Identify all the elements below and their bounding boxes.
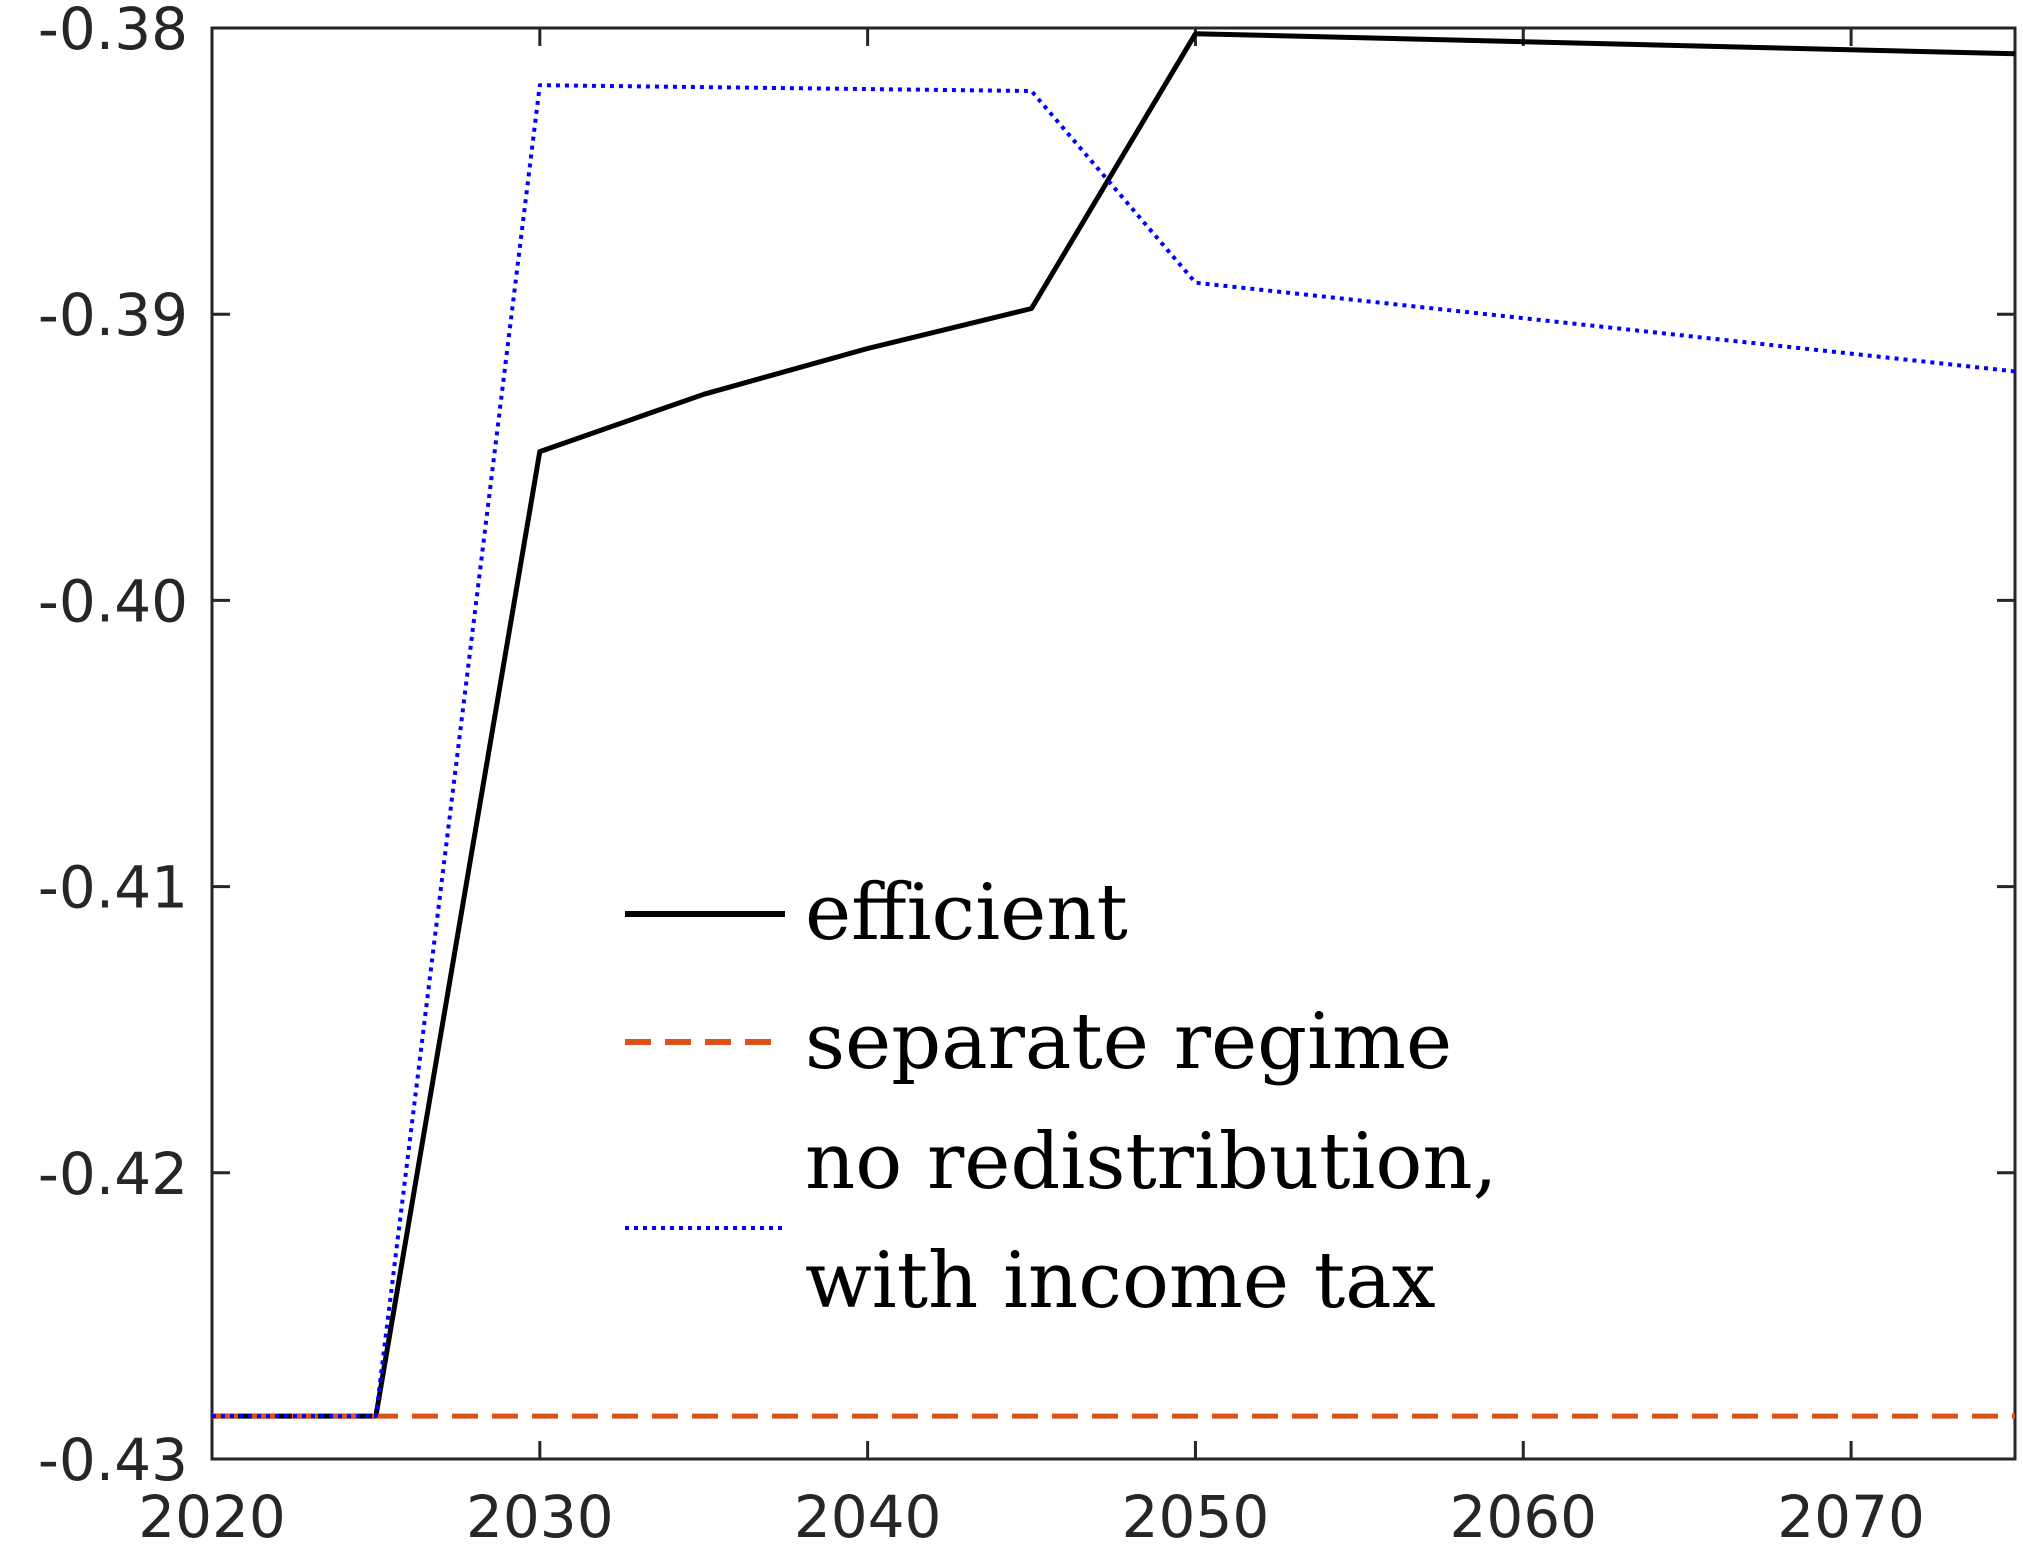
y-tick-label: -0.39 bbox=[38, 281, 188, 349]
axes-box bbox=[210, 26, 2017, 1461]
x-tick-label: 2050 bbox=[1122, 1483, 1270, 1551]
x-tick-label: 2070 bbox=[1777, 1483, 1925, 1551]
legend-label-with-income-tax: with income tax bbox=[805, 1236, 1436, 1326]
legend-label-separate-regime: separate regime bbox=[805, 997, 1452, 1087]
y-tick-label: -0.40 bbox=[38, 567, 188, 635]
y-tick-label: -0.42 bbox=[38, 1140, 188, 1208]
y-tick-label: -0.41 bbox=[38, 854, 188, 922]
x-tick-label: 2060 bbox=[1449, 1483, 1597, 1551]
series-line-no-redistribution-with-income-tax bbox=[212, 83, 2016, 1419]
plot-area bbox=[210, 26, 2017, 1461]
y-tick-label: -0.43 bbox=[38, 1426, 188, 1494]
legend-label-efficient: efficient bbox=[805, 868, 1128, 958]
x-tick-label: 2020 bbox=[138, 1483, 286, 1551]
legend-label-no-redistribution: no redistribution, bbox=[805, 1117, 1497, 1207]
legend: efficient separate regime no redistribut… bbox=[625, 868, 1497, 1326]
x-axis: 2020 2030 2040 2050 2060 2070 bbox=[138, 28, 1925, 1551]
x-tick-label: 2030 bbox=[466, 1483, 614, 1551]
series-layer bbox=[212, 31, 2016, 1419]
y-tick-label: -0.38 bbox=[38, 0, 188, 63]
series-line-efficient bbox=[212, 31, 2016, 1419]
y-axis: -0.38 -0.39 -0.40 -0.41 -0.42 -0.43 bbox=[38, 0, 2015, 1494]
x-tick-label: 2040 bbox=[794, 1483, 942, 1551]
